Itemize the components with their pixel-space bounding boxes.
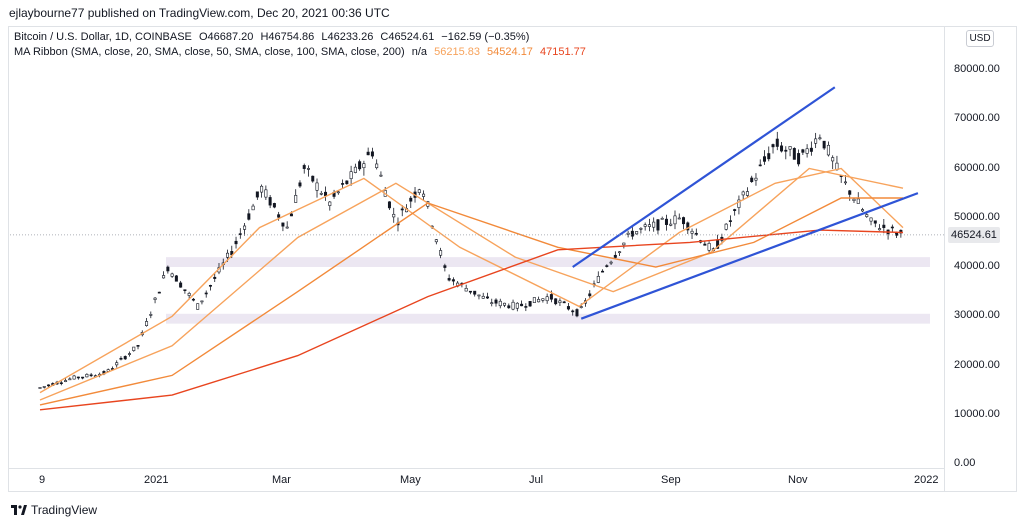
publisher-line: ejlaybourne77 published on TradingView.c…	[9, 6, 390, 20]
close-value: C46524.61	[380, 31, 435, 43]
tradingview-logo-icon	[11, 505, 27, 515]
x-tick-label: 9	[39, 474, 46, 486]
brand-label: TradingView	[31, 503, 98, 517]
y-tick-label: 0.00	[954, 457, 976, 469]
y-tick-label: 50000.00	[954, 210, 1000, 223]
x-tick-label: May	[400, 474, 421, 486]
low-value: L46233.26	[321, 31, 374, 43]
ma100-value: 54524.17	[487, 46, 533, 58]
x-tick-label: Sep	[661, 474, 681, 486]
y-tick-label: 80000.00	[954, 63, 1000, 75]
x-tick-label: Nov	[788, 474, 808, 486]
y-tick-label: 30000.00	[954, 309, 1000, 322]
y-tick-label: 10000.00	[954, 407, 1000, 420]
indicator-na: n/a	[411, 46, 428, 58]
time-scale-divider	[8, 468, 944, 469]
chart-frame	[8, 26, 1017, 492]
indicator-title: MA Ribbon (SMA, close, 20, SMA, close, 5…	[14, 46, 405, 58]
price-scale-divider	[944, 26, 945, 492]
indicator-legend-row: MA Ribbon (SMA, close, 20, SMA, close, 5…	[14, 45, 590, 60]
last-price-tag: 46524.61	[948, 227, 1000, 243]
x-tick-label: Jul	[529, 474, 544, 486]
high-value: H46754.86	[260, 31, 315, 43]
x-tick-label: 2021	[144, 474, 169, 486]
ma200-value: 47151.77	[540, 46, 586, 58]
symbol-title: Bitcoin / U.S. Dollar, 1D, COINBASE	[14, 31, 192, 43]
y-tick-label: 40000.00	[954, 260, 1000, 272]
y-tick-label: 60000.00	[954, 161, 1000, 174]
y-tick-label: 20000.00	[954, 358, 1000, 371]
tradingview-brand[interactable]: TradingView	[11, 502, 97, 518]
ma50-value: 56215.83	[434, 46, 480, 58]
x-tick-label: 2022	[914, 474, 939, 486]
change-value: −162.59 (−0.35%)	[441, 31, 530, 43]
chart-legend: Bitcoin / U.S. Dollar, 1D, COINBASE O466…	[14, 30, 590, 60]
x-tick-label: Mar	[272, 474, 291, 486]
currency-button[interactable]: USD	[966, 30, 994, 47]
symbol-legend-row: Bitcoin / U.S. Dollar, 1D, COINBASE O466…	[14, 30, 590, 45]
y-tick-label: 70000.00	[954, 112, 1000, 125]
open-value: O46687.20	[198, 31, 254, 43]
